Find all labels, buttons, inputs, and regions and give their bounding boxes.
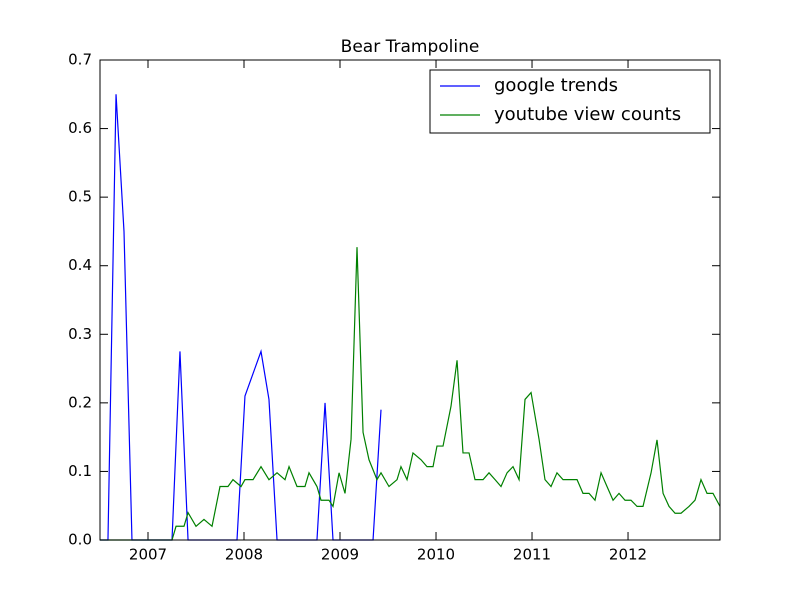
legend-box	[429, 69, 711, 134]
y-tick-label: 0.0	[68, 531, 92, 549]
y-tick-label: 0.3	[68, 325, 92, 343]
y-tick-label: 0.2	[68, 393, 92, 411]
y-tick-label: 0.6	[68, 119, 92, 137]
x-tick-label: 2008	[225, 546, 263, 564]
legend-label: google trends	[494, 75, 618, 96]
x-tick-label: 2012	[609, 546, 647, 564]
data-line	[100, 247, 721, 541]
x-tick-label: 2011	[513, 546, 551, 564]
x-tick-label: 2007	[129, 546, 167, 564]
legend-label: youtube view counts	[494, 104, 681, 125]
y-tick-label: 0.4	[68, 256, 92, 274]
y-tick-label: 0.1	[68, 462, 92, 480]
chart-title: Bear Trampoline	[341, 37, 480, 57]
x-tick-label: 2010	[417, 546, 455, 564]
data-line	[100, 94, 382, 541]
y-tick-label: 0.7	[68, 51, 92, 69]
x-tick-label: 2009	[321, 546, 359, 564]
y-tick-label: 0.5	[68, 188, 92, 206]
plot-frame	[99, 59, 721, 541]
